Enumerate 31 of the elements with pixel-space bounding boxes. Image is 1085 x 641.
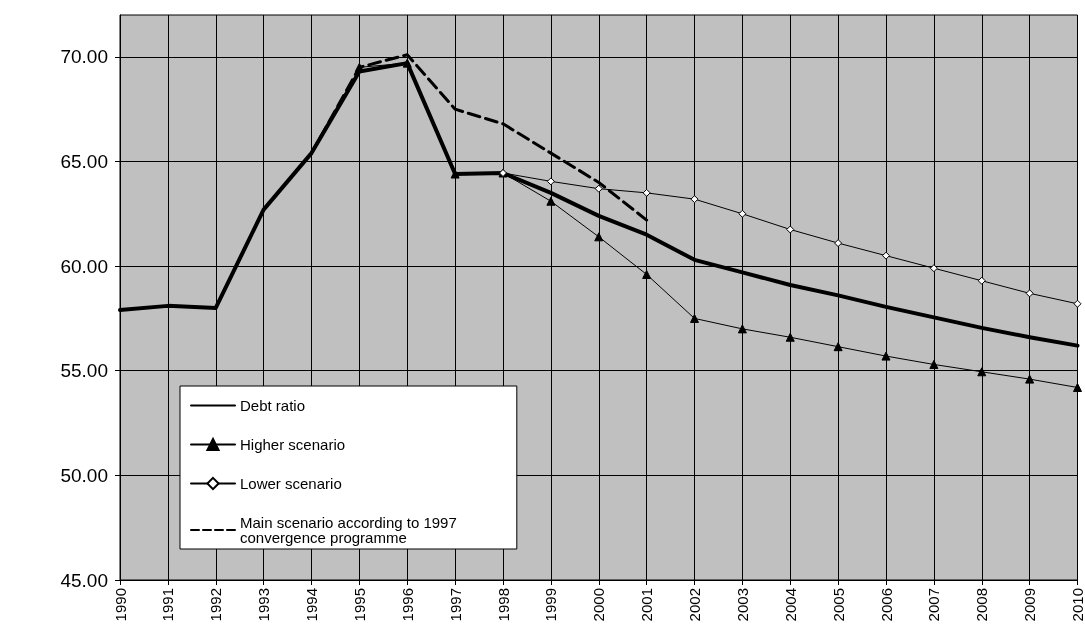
x-tick-label: 1991 [159, 588, 177, 622]
y-tick-label: 70.00 [60, 46, 108, 68]
x-tick-label: 2010 [1069, 588, 1085, 622]
x-tick-label: 2009 [1021, 588, 1039, 622]
x-tick-label: 2006 [877, 588, 895, 622]
y-tick-label: 55.00 [60, 360, 108, 382]
x-tick-label: 1998 [494, 588, 512, 622]
x-tick-label: 1997 [446, 588, 464, 622]
legend-label: Debt ratio [240, 397, 306, 414]
legend-label: Higher scenario [240, 436, 346, 453]
x-tick-label: 1995 [350, 588, 368, 622]
x-tick-label: 2001 [638, 588, 656, 622]
x-tick-label: 2003 [733, 588, 751, 622]
y-tick-label: 60.00 [60, 255, 108, 277]
x-tick-label: 2008 [973, 588, 991, 622]
legend-label: Main scenario according to 1997 convergence programme [240, 514, 457, 546]
legend-label: Lower scenario [240, 475, 342, 492]
x-tick-label: 1999 [542, 588, 560, 622]
x-tick-label: 2002 [686, 588, 703, 622]
x-tick-label: 1992 [207, 588, 225, 622]
y-tick-label: 45.00 [60, 569, 108, 591]
x-tick-label: 2007 [925, 588, 943, 622]
y-tick-label: 65.00 [60, 150, 108, 172]
x-tick-label: 2005 [829, 588, 847, 622]
x-tick-label: 1990 [111, 588, 129, 622]
x-tick-label: 1996 [398, 588, 416, 622]
x-tick-label: 2004 [781, 588, 799, 622]
x-tick-label: 1994 [303, 588, 320, 622]
x-tick-label: 1993 [255, 588, 273, 622]
y-tick-label: 50.00 [60, 464, 108, 486]
x-tick-label: 2000 [590, 588, 608, 622]
